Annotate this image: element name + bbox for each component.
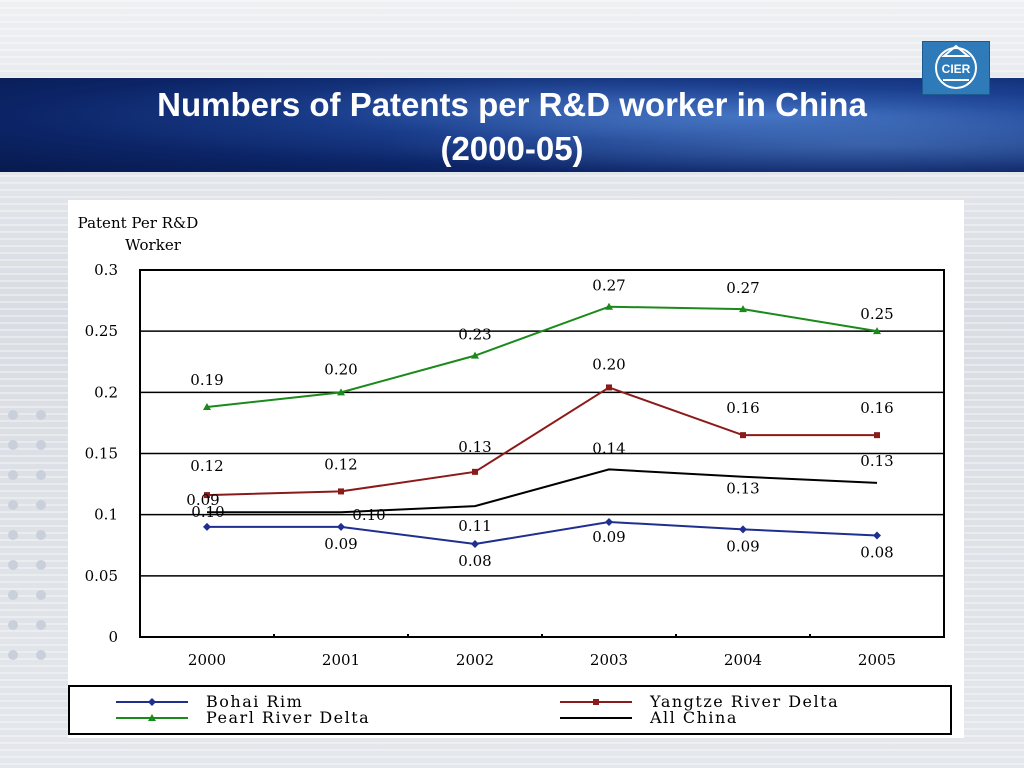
legend-box: [68, 685, 952, 735]
y-tick-label: 0.25: [85, 322, 118, 340]
y-tick-label: 0: [108, 628, 118, 646]
series-point: [739, 305, 747, 313]
data-label: 0.20: [592, 355, 625, 373]
slide-title: Numbers of Patents per R&D worker in Chi…: [0, 83, 1024, 171]
series-point: [873, 327, 881, 335]
cier-logo: CIER: [922, 41, 990, 95]
x-tick-label: 2004: [724, 651, 762, 669]
series-line: [207, 521, 878, 546]
series-point: [203, 403, 211, 411]
series-line: [206, 305, 878, 409]
x-tick-label: 2003: [590, 651, 628, 669]
legend-label: Bohai Rim: [206, 692, 303, 711]
chart-panel: Patent Per R&D Worker 0 0.05 0.1 0.15 0.2 0.2…: [68, 200, 964, 738]
gridlines: [140, 330, 944, 577]
x-tick-label: 2002: [456, 651, 494, 669]
legend-marker: [593, 699, 599, 705]
y-tick-label: 0.2: [94, 383, 118, 401]
legend-label: Pearl River Delta: [206, 708, 370, 727]
y-axis-ticks: 0 0.05 0.1 0.15 0.2 0.25 0.3: [85, 261, 118, 646]
data-label: 0.13: [860, 452, 893, 470]
data-labels: 0.09 0.09 0.08 0.09 0.09 0.08 0.12 0.12 0.13 0.20…: [186, 277, 893, 570]
data-label: 0.13: [458, 438, 491, 456]
data-label: 0.08: [860, 543, 893, 561]
series-point: [605, 302, 613, 310]
y-tick-label: 0.15: [85, 445, 118, 463]
data-label: 0.27: [726, 279, 759, 297]
slide-title-line1: Numbers of Patents per R&D worker in Chi…: [157, 86, 867, 123]
data-label: 0.09: [592, 528, 625, 546]
legend-label: Yangtze River Delta: [649, 692, 839, 711]
series-point: [338, 488, 344, 495]
title-banner: [0, 78, 1024, 172]
data-label: 0.23: [458, 326, 491, 344]
data-label: 0.10: [191, 503, 224, 521]
series-point: [471, 540, 479, 549]
series-point: [739, 525, 747, 534]
x-tick-label: 2001: [322, 651, 360, 669]
y-axis-label-line2: Worker: [125, 236, 182, 254]
series-point: [337, 388, 345, 396]
data-label: 0.16: [726, 399, 759, 417]
series-point: [472, 468, 478, 475]
data-label: 0.19: [190, 371, 223, 389]
legend-label: All China: [649, 708, 738, 727]
line-chart: Patent Per R&D Worker 0 0.05 0.1 0.15 0.2 0.2…: [68, 214, 952, 735]
series-point: [471, 351, 479, 359]
series-line: [206, 386, 877, 497]
series-lines: [203, 302, 881, 549]
data-label: 0.16: [860, 399, 893, 417]
data-label: 0.27: [592, 277, 625, 295]
y-tick-label: 0.3: [94, 261, 118, 279]
y-tick-label: 0.1: [94, 506, 118, 524]
data-label: 0.09: [324, 535, 357, 553]
logo-text: CIER: [942, 62, 971, 76]
data-label: 0.08: [458, 552, 491, 570]
legend: Bohai Rim Yangtze River Delta Pearl River …: [116, 692, 839, 727]
data-label: 0.20: [324, 360, 357, 378]
x-tick-label: 2000: [188, 651, 226, 669]
x-axis-ticks: 2000 2001 2002 2003 2004 2005: [188, 634, 896, 669]
slide-title-line2: (2000-05): [440, 130, 584, 167]
data-label: 0.09: [726, 537, 759, 555]
series-point: [203, 522, 211, 531]
series-point: [605, 518, 613, 527]
data-label: 0.12: [324, 455, 357, 473]
x-tick-label: 2005: [858, 651, 896, 669]
data-label: 0.25: [860, 305, 893, 323]
y-tick-label: 0.05: [85, 567, 118, 585]
data-label: 0.14: [592, 439, 625, 457]
series-point: [873, 531, 881, 540]
decorative-dots: [0, 400, 70, 700]
data-label: 0.13: [726, 480, 759, 498]
series-point: [740, 432, 746, 439]
series-point: [204, 492, 210, 499]
legend-marker: [148, 714, 156, 721]
y-axis-label-line1: Patent Per R&D: [78, 214, 199, 232]
legend-marker: [148, 698, 156, 706]
data-label: 0.11: [458, 517, 491, 535]
data-label: 0.12: [190, 457, 223, 475]
series-point: [337, 522, 345, 531]
data-label: 0.09: [186, 491, 219, 509]
series-point: [874, 432, 880, 439]
data-label: 0.10: [352, 506, 385, 524]
series-point: [606, 384, 612, 391]
series-line: [207, 468, 878, 514]
